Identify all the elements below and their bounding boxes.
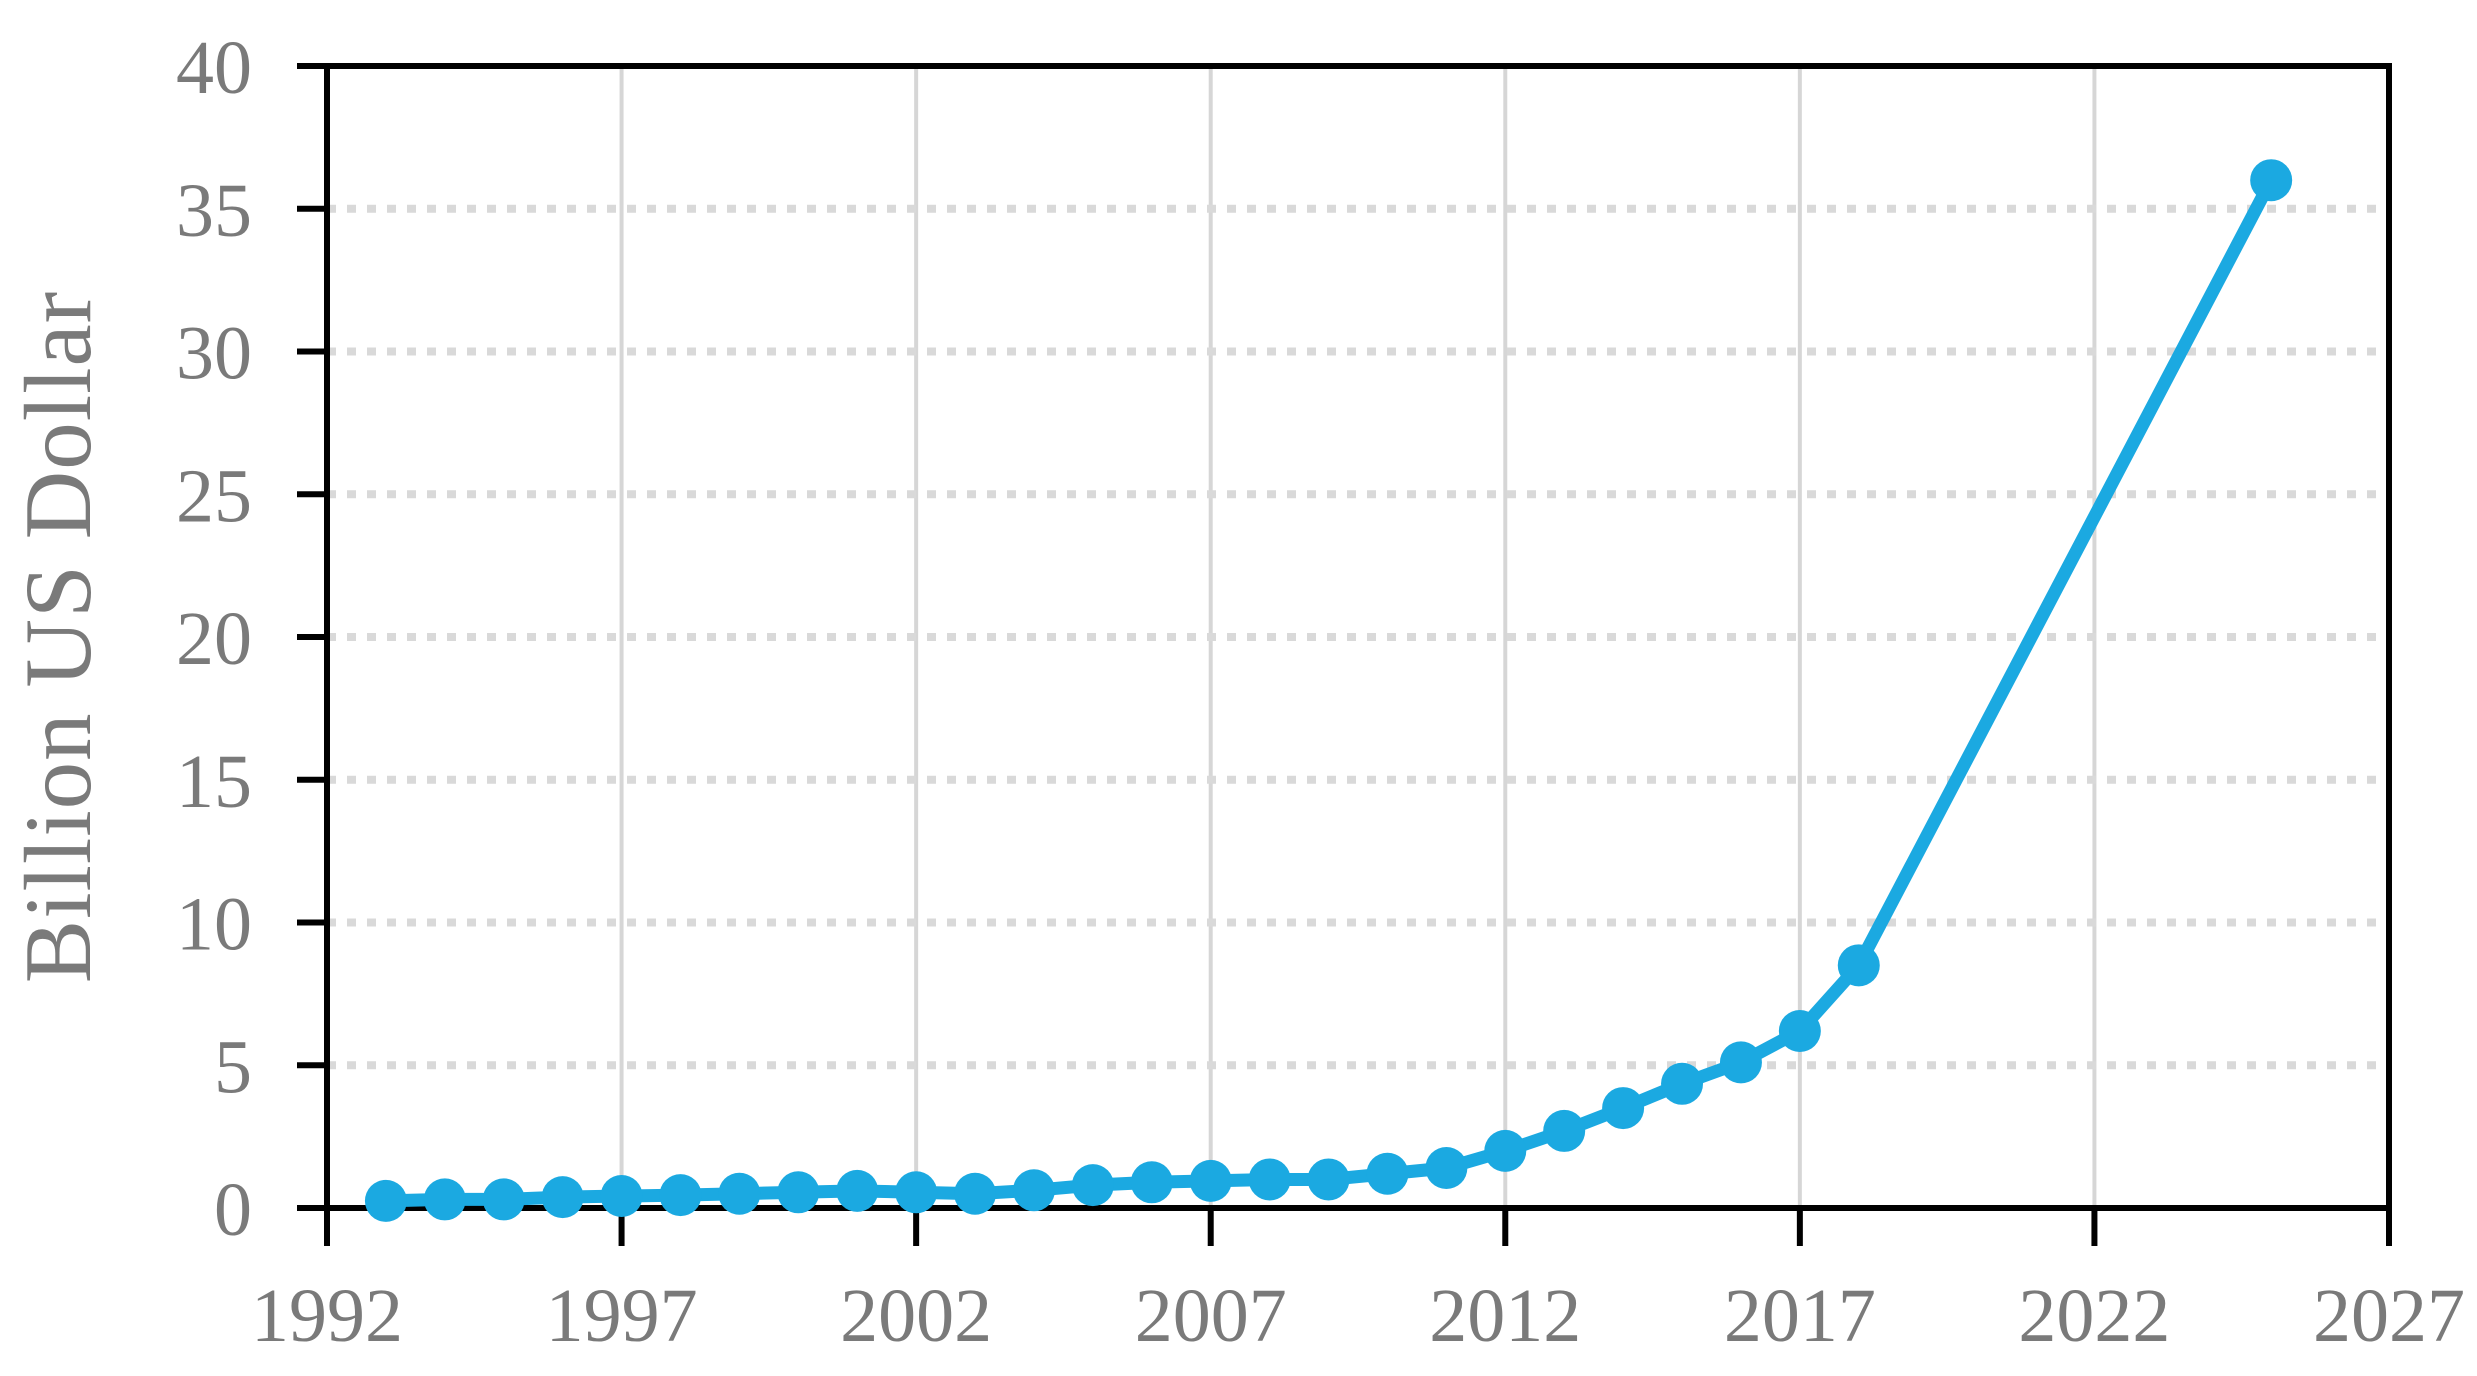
data-point	[777, 1171, 820, 1214]
x-tick-label: 2012	[1429, 1274, 1581, 1358]
data-point	[541, 1176, 584, 1219]
y-tick-label: 40	[176, 26, 252, 110]
data-point	[1778, 1009, 1821, 1052]
x-tick-label: 2022	[2018, 1274, 2170, 1358]
data-point	[1719, 1041, 1762, 1084]
x-tick-label: 1992	[251, 1274, 403, 1358]
y-tick-label: 30	[176, 312, 252, 396]
y-tick-label: 0	[214, 1168, 252, 1252]
data-point	[1425, 1147, 1468, 1190]
data-point	[482, 1178, 525, 1221]
x-tick-label: 2017	[1724, 1274, 1876, 1358]
data-point	[718, 1172, 761, 1215]
plot-frame	[324, 63, 2392, 1211]
y-tick-label: 15	[176, 740, 252, 824]
data-point	[1602, 1087, 1645, 1130]
x-tick-label: 2007	[1135, 1274, 1287, 1358]
data-point	[600, 1175, 643, 1218]
data-point	[2250, 159, 2293, 202]
data-point	[895, 1171, 938, 1214]
data-point	[364, 1179, 407, 1222]
data-point	[836, 1169, 879, 1212]
y-tick-label: 25	[176, 454, 252, 538]
x-tick-label: 2027	[2313, 1274, 2465, 1358]
y-tick-label: 35	[176, 169, 252, 253]
data-point	[1307, 1158, 1350, 1201]
data-point	[659, 1174, 702, 1217]
x-tick-label: 2002	[840, 1274, 992, 1358]
data-point	[1837, 944, 1880, 987]
data-point	[1484, 1129, 1527, 1172]
data-point	[1071, 1164, 1114, 1207]
data-point	[1189, 1159, 1232, 1202]
data-point	[1012, 1169, 1055, 1212]
data-point	[1248, 1158, 1291, 1201]
data-point	[1543, 1109, 1586, 1152]
y-tick-label: 20	[176, 597, 252, 681]
data-point	[954, 1172, 997, 1215]
data-point	[423, 1178, 466, 1221]
data-point	[1366, 1152, 1409, 1195]
y-axis-title: Billion US Dollar	[5, 290, 111, 984]
x-tick-label: 1997	[546, 1274, 698, 1358]
y-tick-label: 5	[214, 1025, 252, 1109]
y-tick-label: 10	[176, 883, 252, 967]
data-point	[1130, 1161, 1173, 1204]
data-line	[379, 173, 2278, 1208]
data-point	[1661, 1062, 1704, 1105]
